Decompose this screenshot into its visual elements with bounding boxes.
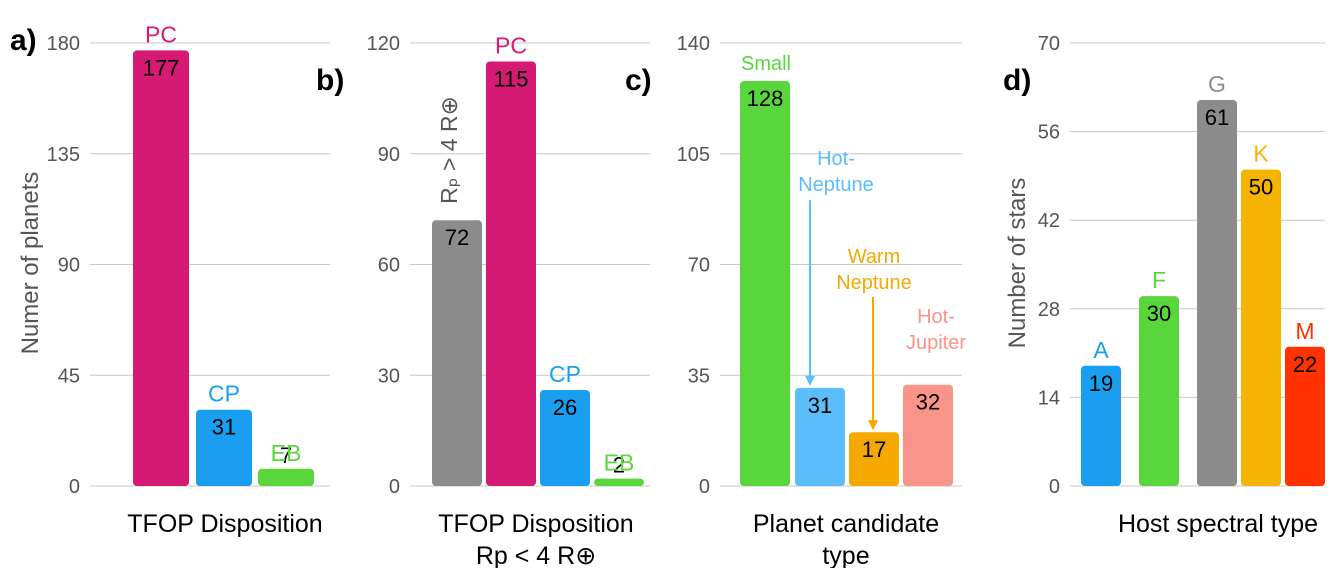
category-label: G: [1208, 71, 1226, 97]
category-label: Jupiter: [906, 332, 966, 354]
y-tick-label: 140: [677, 33, 710, 55]
y-tick-label: 120: [367, 33, 400, 55]
panel-label: c): [625, 64, 652, 97]
y-tick-label: 0: [699, 476, 710, 498]
bar: [258, 468, 314, 486]
data-label: 30: [1147, 301, 1171, 326]
data-label: 177: [143, 55, 180, 80]
category-label: PC: [495, 32, 527, 58]
y-tick-label: 56: [1038, 122, 1060, 144]
data-label: 31: [808, 393, 832, 418]
x-axis-label: TFOP Disposition: [127, 510, 322, 538]
category-label: CP: [208, 381, 240, 407]
category-label: A: [1093, 337, 1109, 363]
category-label: EB: [604, 450, 635, 476]
x-axis-label-line2: Rp < 4 R⊕: [476, 542, 596, 568]
bar: [432, 220, 482, 486]
bar: [1139, 296, 1179, 486]
data-label: 61: [1205, 105, 1229, 130]
bar: [849, 432, 899, 486]
y-tick-label: 14: [1038, 387, 1060, 409]
bar: [540, 390, 590, 486]
bar: [1081, 365, 1121, 486]
y-tick-label: 60: [378, 255, 400, 277]
bar: [903, 384, 953, 486]
x-axis-label: Host spectral type: [1118, 510, 1318, 538]
category-label: K: [1253, 141, 1269, 167]
y-tick-label: 28: [1038, 299, 1060, 321]
y-tick-label: 90: [58, 255, 80, 277]
arrow-head: [805, 375, 815, 386]
bar: [486, 61, 536, 486]
category-label: Small: [741, 53, 791, 75]
y-tick-label: 70: [688, 255, 710, 277]
category-label: Neptune: [798, 174, 874, 196]
y-tick-label: 30: [378, 365, 400, 387]
category-label: F: [1152, 267, 1166, 293]
y-tick-label: 105: [677, 144, 710, 166]
data-label: 115: [493, 66, 528, 91]
y-axis-label: Number of stars: [1004, 178, 1031, 349]
data-label: 7: [280, 443, 292, 468]
x-axis-label: TFOP Disposition: [438, 510, 633, 538]
category-label: Neptune: [836, 272, 912, 294]
bar: [196, 409, 252, 486]
data-label: 50: [1249, 175, 1273, 200]
bar: [1241, 169, 1281, 487]
bar-annotation: Rₚ > 4 R⊕: [436, 96, 462, 204]
y-tick-label: 70: [1038, 33, 1060, 55]
bar: [1285, 346, 1325, 486]
data-label: 19: [1089, 371, 1113, 396]
y-tick-label: 0: [69, 476, 80, 498]
data-label: 17: [862, 437, 886, 462]
data-label: 26: [553, 395, 577, 420]
bar: [594, 478, 644, 486]
panel-label: d): [1003, 64, 1031, 97]
data-label: 31: [212, 415, 236, 440]
bar: [133, 50, 189, 487]
panel-3: 0 35 70 105 140 c) Planet candidate type 128 31 17…: [625, 33, 966, 570]
category-label: M: [1295, 318, 1314, 344]
x-axis-label-line2: type: [822, 542, 869, 568]
data-label: 128: [747, 86, 784, 111]
data-label: 2: [613, 453, 625, 478]
data-label: 22: [1293, 352, 1317, 377]
y-tick-label: 90: [378, 144, 400, 166]
y-tick-label: 42: [1038, 210, 1060, 232]
category-label: Hot-: [917, 306, 955, 328]
panel-2: 0 30 60 90 120 b) TFOP Disposition Rp < 4 R⊕ 72 1…: [316, 32, 650, 570]
data-label: 72: [445, 225, 469, 250]
category-label: Warm: [848, 246, 901, 268]
bar: [795, 387, 845, 486]
y-tick-label: 35: [688, 365, 710, 387]
bar: [1197, 99, 1237, 486]
category-label: EB: [271, 440, 302, 466]
panel-1: 0 45 90 135 180 a) Numer of planets TFOP Dispos…: [10, 21, 330, 538]
y-axis-label: Numer of planets: [17, 172, 44, 355]
category-label: PC: [145, 21, 177, 47]
category-label: CP: [549, 361, 581, 387]
y-tick-label: 0: [1049, 476, 1060, 498]
y-tick-label: 0: [389, 476, 400, 498]
y-tick-label: 45: [58, 365, 80, 387]
panel-label: a): [10, 24, 37, 57]
bar: [740, 80, 790, 486]
y-tick-label: 180: [47, 33, 80, 55]
y-tick-label: 135: [47, 144, 80, 166]
arrow-head: [868, 420, 878, 431]
panel-4: 0 14 28 42 56 70 d) Number of stars Host spectra…: [1003, 33, 1325, 538]
x-axis-label: Planet candidate: [753, 510, 939, 538]
data-label: 32: [916, 390, 940, 415]
category-label: Hot-: [817, 148, 855, 170]
panel-label: b): [316, 64, 344, 97]
